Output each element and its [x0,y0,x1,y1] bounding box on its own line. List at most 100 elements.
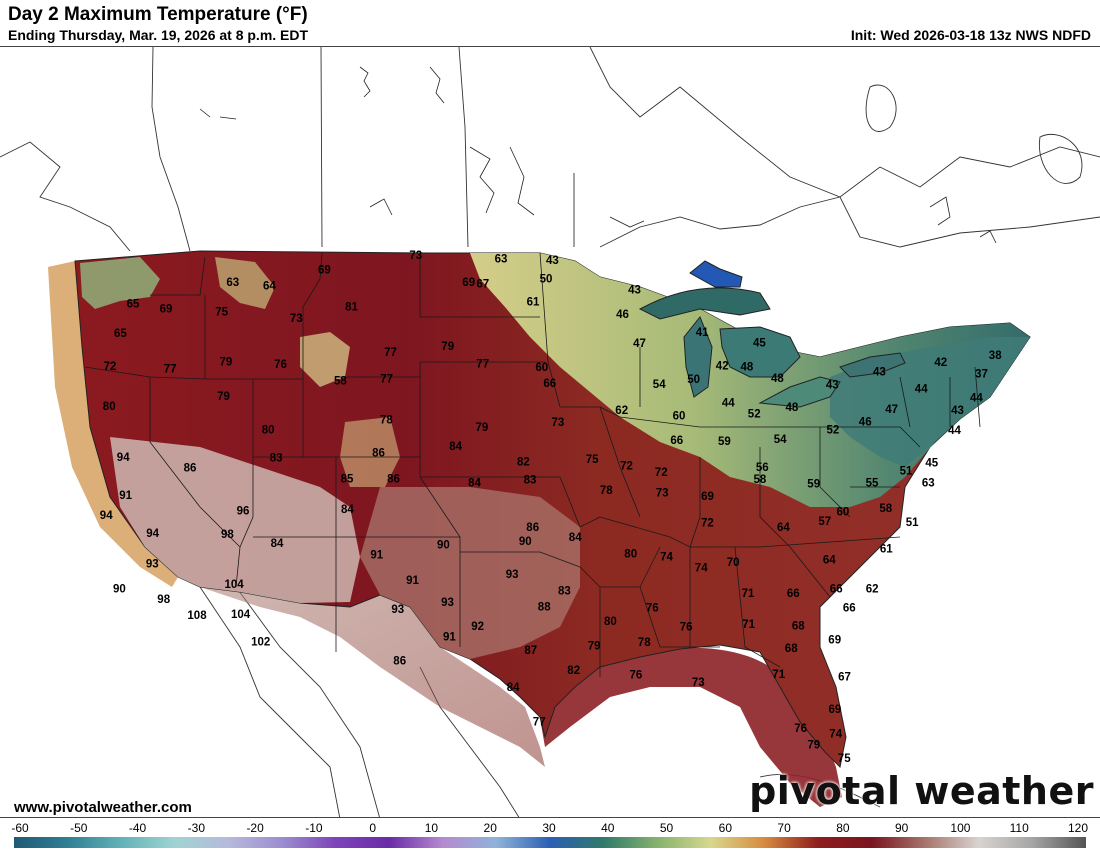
map-area[interactable]: 65 63 69 75 64 69 73 63 43 50 69 67 65 73 81 61 43 46 72 77… [0,46,1100,818]
temperature-value: 79 [807,740,820,752]
temperature-value: 51 [906,517,919,529]
temperature-value: 44 [948,425,961,437]
colorbar-tick: 50 [659,821,674,835]
temperature-value: 73 [552,417,565,429]
temperature-value: 43 [628,284,641,296]
colorbar-tick: 100 [950,821,971,835]
temperature-value: 77 [533,717,546,729]
temperature-value: 91 [119,490,132,502]
temperature-value: 93 [506,569,519,581]
colorbar-tick: 70 [777,821,791,835]
temperature-value: 55 [866,478,879,490]
temperature-value: 74 [695,562,708,574]
colorbar-tick: -30 [187,821,205,835]
temperature-value: 80 [604,616,617,628]
temperature-value: 93 [391,604,404,616]
temperature-value: 60 [837,507,850,519]
temperature-value: 86 [372,448,385,460]
temperature-value: 72 [104,361,117,373]
temperature-value: 80 [103,401,116,413]
temperature-value: 102 [251,637,270,649]
header: Day 2 Maximum Temperature (°F) Ending Th… [0,0,1100,46]
temperature-value: 77 [476,359,489,371]
temperature-value: 87 [524,645,537,657]
temperature-value: 104 [225,579,245,591]
temperature-value: 90 [519,536,532,548]
colorbar-tick: -60 [11,821,29,835]
colorbar-tick: 80 [836,821,850,835]
temperature-value: 84 [449,441,462,453]
valid-time: Ending Thursday, Mar. 19, 2026 at 8 p.m.… [8,27,309,43]
temperature-value: 52 [827,425,840,437]
temperature-value: 44 [722,397,735,409]
colorbar: -60 -50 -40 -30 -20 -10 0 10 20 30 40 50 60 70 80 90 100… [0,818,1100,850]
colorbar-tick: 10 [424,821,439,835]
temperature-value: 69 [829,704,842,716]
temperature-value: 60 [673,410,686,422]
colorbar-tick: 120 [1067,821,1089,835]
temperature-value: 68 [785,643,798,655]
great-lakes [638,260,906,408]
temperature-value: 98 [221,529,234,541]
temperature-value: 47 [633,338,646,350]
temperature-value: 83 [270,453,283,465]
temperature-value: 91 [370,550,383,562]
temperature-value: 50 [687,374,700,386]
temperature-value: 82 [567,665,580,677]
temperature-value: 62 [866,584,879,596]
temperature-value: 41 [696,327,709,339]
temperature-value: 52 [748,409,761,421]
temperature-value: 66 [543,378,556,390]
temperature-value: 70 [727,557,740,569]
temperature-value: 91 [406,575,419,587]
temperature-value: 79 [441,341,454,353]
temperature-value: 73 [692,677,705,689]
temperature-value: 79 [217,391,230,403]
colorbar-tick: 0 [369,821,376,835]
temperature-value: 78 [380,415,393,427]
temperature-value: 92 [471,621,484,633]
temperature-value: 69 [701,491,714,503]
temperature-value: 69 [462,277,475,289]
temperature-value: 98 [157,594,170,606]
temperature-value: 86 [526,522,539,534]
temperature-value: 75 [586,454,599,466]
temperature-value: 78 [600,485,613,497]
temperature-value: 90 [437,540,450,552]
lakes-canada [199,66,997,244]
temperature-value: 63 [922,477,935,489]
temperature-value: 82 [517,456,530,468]
colorbar-tick: -20 [246,821,264,835]
temperature-value: 45 [925,457,938,469]
temperature-value: 83 [524,475,537,487]
temperature-value: 65 [127,299,140,311]
temperature-value: 81 [345,302,358,314]
temperature-value: 37 [975,369,988,381]
temperature-value: 91 [443,632,456,644]
temperature-value: 75 [838,753,851,765]
temperature-value: 72 [701,517,714,529]
temperature-value: 42 [716,360,729,372]
temperature-value: 69 [160,303,173,315]
temperature-value: 79 [220,357,233,369]
temperature-value: 84 [341,504,354,516]
mexico-north [200,587,545,767]
colorbar-tick: -40 [128,821,147,835]
temperature-value: 38 [989,350,1002,362]
temperature-value: 60 [535,362,548,374]
temperature-value: 86 [387,474,400,486]
coastal-glow [538,647,842,807]
temperature-value: 58 [334,376,347,388]
temperature-value: 73 [290,313,303,325]
temperature-value: 73 [409,250,422,262]
temperature-value: 54 [774,434,787,446]
website-url[interactable]: www.pivotalweather.com [14,799,192,816]
temperature-value: 74 [829,728,842,740]
temperature-value: 44 [970,392,983,404]
temperature-value: 94 [117,452,130,464]
temperature-value: 77 [384,347,397,359]
temperature-value: 43 [826,380,839,392]
temperature-value: 56 [756,462,769,474]
